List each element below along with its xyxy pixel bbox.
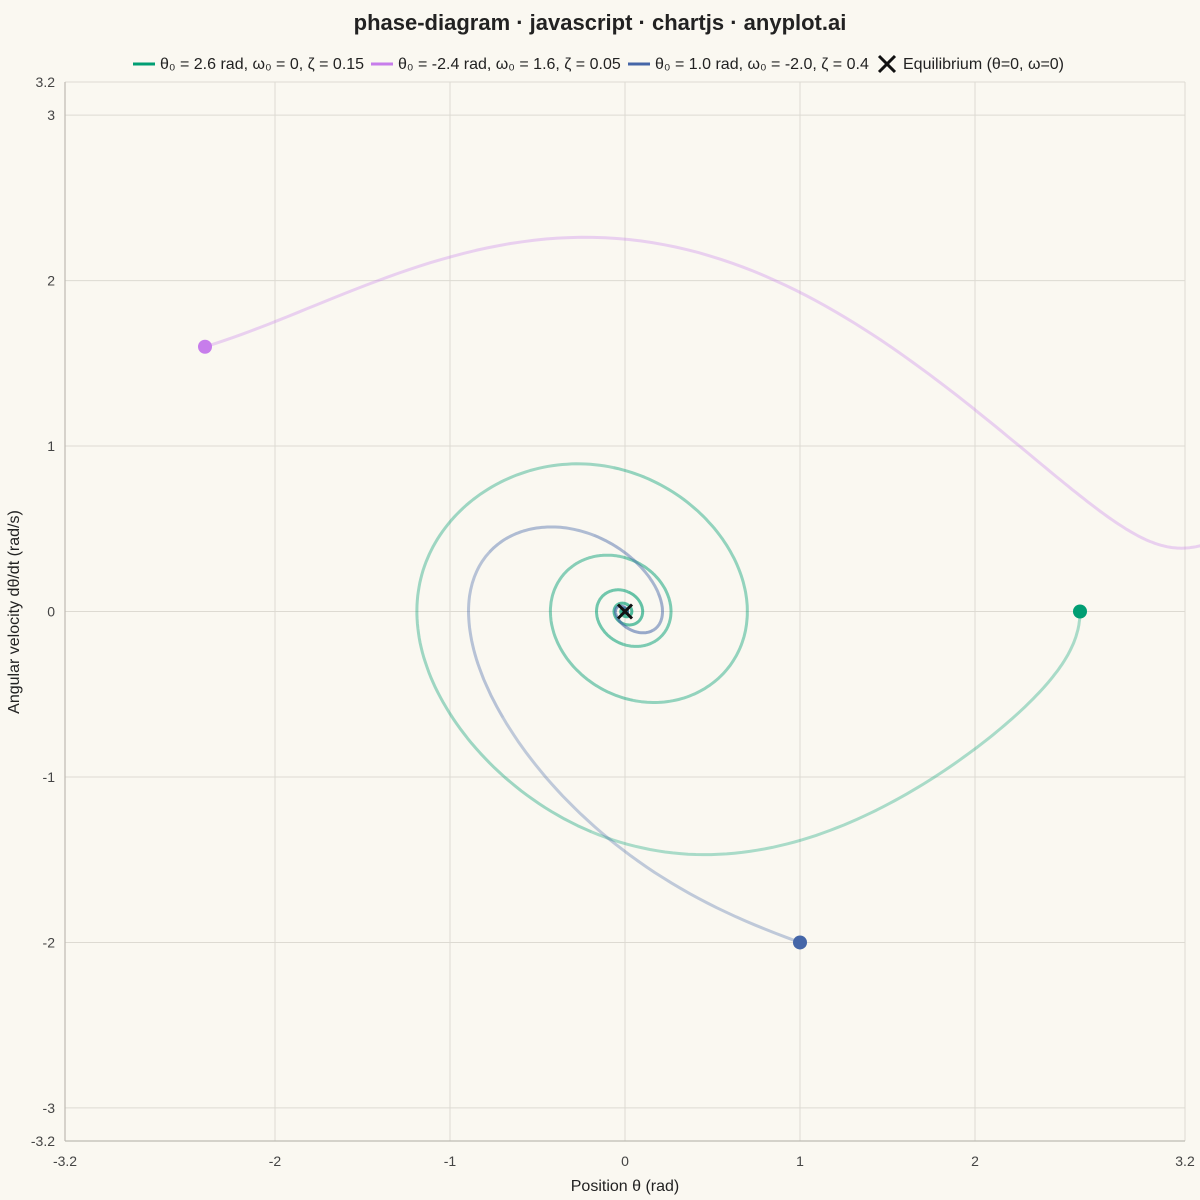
trajectory-segment bbox=[622, 555, 673, 648]
trajectory-segment bbox=[467, 551, 505, 719]
y-tick-label: 1 bbox=[47, 438, 55, 454]
legend-item-series-1[interactable]: θ₀ = 2.6 rad, ω₀ = 0, ζ = 0.15 bbox=[133, 56, 364, 73]
legend-label-series-3: θ₀ = 1.0 rad, ω₀ = -2.0, ζ = 0.4 bbox=[655, 56, 869, 73]
trajectory-segment bbox=[204, 235, 1200, 550]
y-tick-label: -3 bbox=[43, 1100, 56, 1116]
y-tick-label: 3 bbox=[47, 107, 55, 123]
tick-labels: -3.2 -2 -1 0 1 2 3.2 -3.2 -3 -2 -1 0 1 2 3 3.2 bbox=[31, 74, 1195, 1169]
x-tick-label: 3.2 bbox=[1175, 1153, 1195, 1169]
trajectory-segment bbox=[620, 590, 645, 627]
x-tick-label: 0 bbox=[621, 1153, 629, 1169]
trajectory-segment bbox=[625, 626, 654, 635]
series-2-trajectory bbox=[204, 235, 1200, 550]
legend-item-equilibrium[interactable]: Equilibrium (θ=0, ω=0) bbox=[877, 54, 1064, 74]
series-1-trajectory bbox=[415, 462, 1082, 857]
y-tick-label: 3.2 bbox=[36, 74, 56, 90]
trajectory-segment bbox=[415, 462, 614, 834]
y-tick-label: 0 bbox=[47, 604, 55, 620]
series-3-trajectory bbox=[467, 525, 801, 944]
plot-area bbox=[204, 235, 1200, 944]
y-tick-label: -1 bbox=[43, 769, 56, 785]
chart-title: phase-diagram · javascript · chartjs · a… bbox=[354, 10, 847, 35]
x-tick-label: -1 bbox=[444, 1153, 457, 1169]
legend-label-series-1: θ₀ = 2.6 rad, ω₀ = 0, ζ = 0.15 bbox=[160, 56, 364, 73]
trajectory-segment bbox=[651, 592, 664, 632]
y-axis-label: Angular velocity dθ/dt (rad/s) bbox=[6, 510, 23, 714]
series-3-start-point[interactable] bbox=[793, 935, 807, 950]
trajectory-segment bbox=[595, 588, 629, 646]
equilibrium-x-icon bbox=[877, 54, 897, 74]
trajectory-segment bbox=[613, 466, 749, 704]
axes bbox=[64, 82, 1185, 1142]
x-tick-label: -3.2 bbox=[53, 1153, 77, 1169]
y-tick-label: 2 bbox=[47, 273, 55, 289]
markers bbox=[198, 339, 1087, 950]
legend: θ₀ = 2.6 rad, ω₀ = 0, ζ = 0.15 θ₀ = -2.4… bbox=[133, 54, 1064, 74]
x-tick-label: -2 bbox=[269, 1153, 282, 1169]
legend-item-series-2[interactable]: θ₀ = -2.4 rad, ω₀ = 1.6, ζ = 0.05 bbox=[371, 56, 621, 73]
equilibrium-marker[interactable] bbox=[616, 603, 634, 620]
y-tick-label: -3.2 bbox=[31, 1133, 55, 1149]
x-tick-label: 1 bbox=[796, 1153, 804, 1169]
trajectory-segment bbox=[614, 611, 628, 629]
trajectory-segment bbox=[501, 716, 801, 944]
legend-item-series-3[interactable]: θ₀ = 1.0 rad, ω₀ = -2.0, ζ = 0.4 bbox=[628, 56, 869, 73]
y-tick-label: -2 bbox=[43, 934, 56, 950]
series-1-start-point[interactable] bbox=[1073, 604, 1087, 619]
x-tick-label: 2 bbox=[971, 1153, 979, 1169]
trajectory-segment bbox=[488, 525, 595, 554]
trajectory-segment bbox=[593, 533, 660, 595]
trajectory-segment bbox=[548, 553, 634, 702]
series-2-start-point[interactable] bbox=[198, 339, 212, 354]
legend-label-equilibrium: Equilibrium (θ=0, ω=0) bbox=[903, 56, 1064, 73]
legend-label-series-2: θ₀ = -2.4 rad, ω₀ = 1.6, ζ = 0.05 bbox=[398, 56, 621, 73]
trajectory-segment bbox=[590, 610, 1082, 857]
x-axis-label: Position θ (rad) bbox=[571, 1178, 680, 1195]
